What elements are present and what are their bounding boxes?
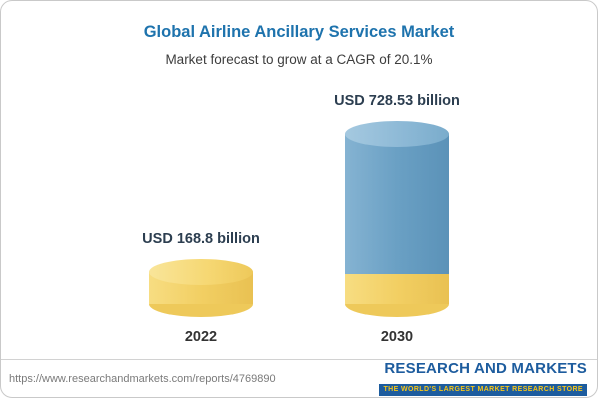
chart-header: Global Airline Ancillary Services Market… [1, 1, 597, 67]
bar-2030-segment-blue [345, 134, 449, 274]
page-title: Global Airline Ancillary Services Market [143, 23, 455, 41]
bar-2022-cylinder [149, 259, 253, 317]
bar-chart: USD 168.8 billion 2022 USD 728.53 billio… [1, 67, 597, 359]
bar-2030-body [345, 134, 449, 304]
research-and-markets-logo: RESEARCH AND MARKETS THE WORLD'S LARGEST… [379, 360, 587, 396]
year-label-2030: 2030 [380, 329, 414, 345]
chart-footer: https://www.researchandmarkets.com/repor… [1, 359, 597, 397]
year-label-2022: 2022 [184, 329, 218, 345]
page-subtitle: Market forecast to grow at a CAGR of 20.… [165, 52, 433, 67]
logo-tagline: THE WORLD'S LARGEST MARKET RESEARCH STOR… [379, 383, 587, 396]
bar-2030-top-cap [345, 121, 449, 147]
bar-group-2022: USD 168.8 billion 2022 [126, 231, 276, 345]
source-url: https://www.researchandmarkets.com/repor… [9, 372, 276, 385]
bar-group-2030: USD 728.53 billion 2030 [322, 93, 472, 345]
value-label-2030: USD 728.53 billion [334, 93, 460, 109]
value-label-2022: USD 168.8 billion [142, 231, 260, 247]
logo-title: RESEARCH AND MARKETS [384, 360, 587, 378]
bar-2030-segment-gold-base [345, 274, 449, 304]
bar-2030-cylinder [345, 121, 449, 317]
bar-2022-top-cap [149, 259, 253, 285]
